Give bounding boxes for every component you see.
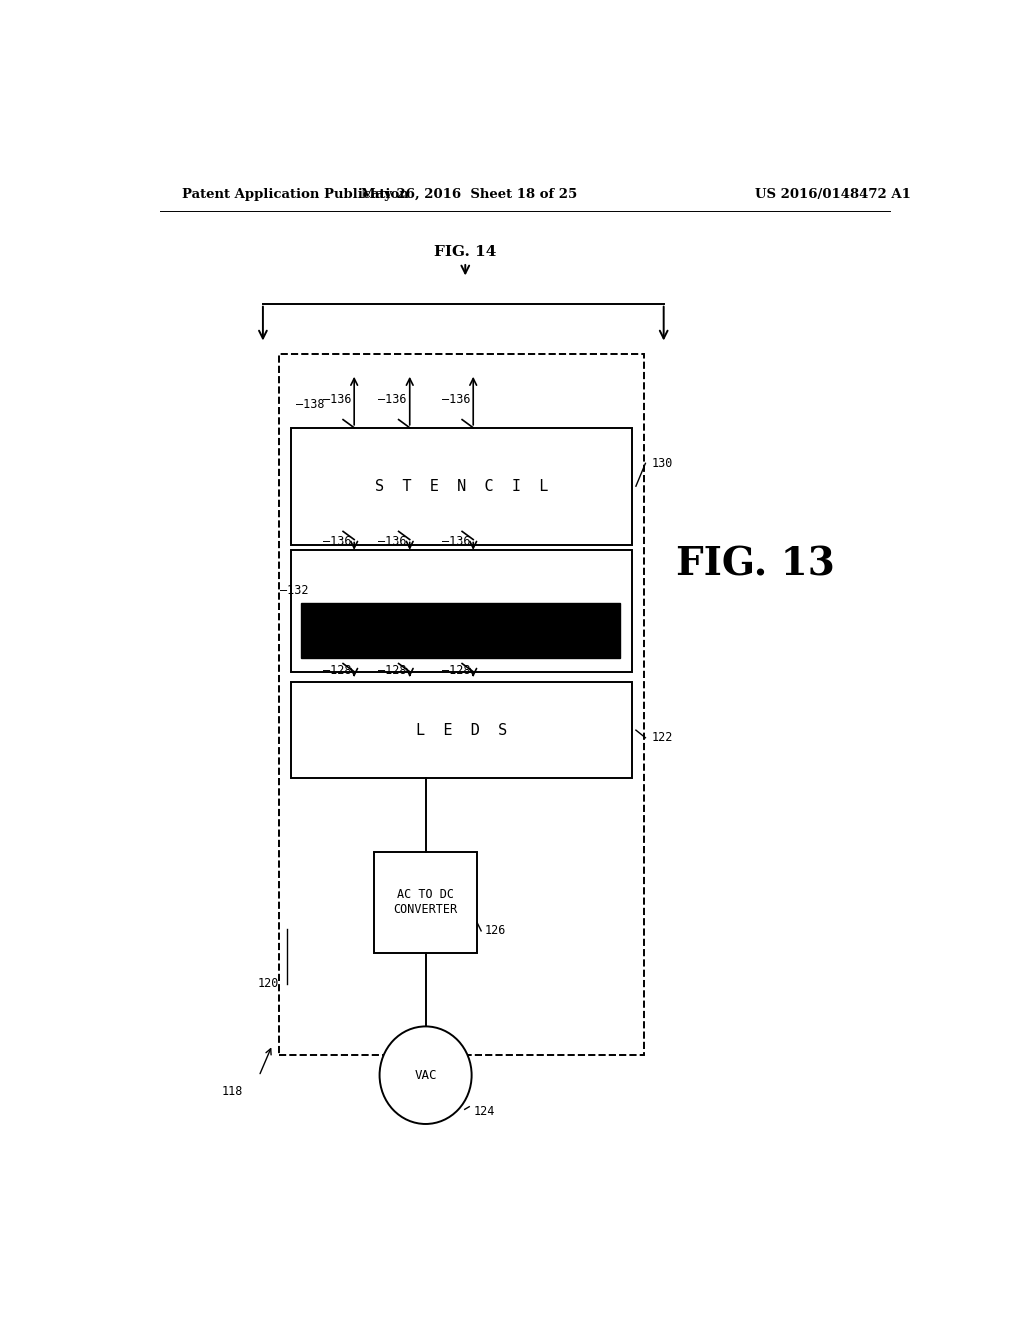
Text: 130: 130: [652, 457, 673, 470]
Text: —136: —136: [323, 535, 351, 548]
Bar: [374, 851, 477, 953]
Bar: [301, 602, 621, 659]
Ellipse shape: [380, 1027, 472, 1125]
Bar: [291, 428, 632, 545]
Text: VAC: VAC: [415, 1069, 437, 1081]
Text: FIG. 13: FIG. 13: [676, 546, 835, 583]
Text: —128: —128: [323, 664, 351, 677]
Text: 122: 122: [652, 731, 673, 744]
Text: —136: —136: [441, 535, 470, 548]
Text: US 2016/0148472 A1: US 2016/0148472 A1: [755, 189, 910, 202]
Bar: [291, 549, 632, 672]
Text: —138: —138: [296, 397, 324, 411]
Text: —136: —136: [323, 393, 351, 405]
Text: 124: 124: [473, 1105, 495, 1118]
Text: —136: —136: [378, 393, 407, 405]
Text: —128: —128: [441, 664, 470, 677]
Bar: [279, 354, 644, 1055]
Text: —136: —136: [378, 535, 407, 548]
Text: May 26, 2016  Sheet 18 of 25: May 26, 2016 Sheet 18 of 25: [361, 189, 578, 202]
Text: FIG. 14: FIG. 14: [434, 246, 497, 259]
Text: —132: —132: [280, 583, 308, 597]
Text: —128: —128: [378, 664, 407, 677]
Text: 126: 126: [485, 924, 507, 937]
Text: L  E  D  S: L E D S: [416, 722, 507, 738]
Text: 118: 118: [222, 1085, 243, 1098]
Text: 120: 120: [257, 977, 279, 990]
Bar: [291, 682, 632, 779]
Text: Patent Application Publication: Patent Application Publication: [182, 189, 409, 202]
Text: —136: —136: [441, 393, 470, 405]
Text: AC TO DC
CONVERTER: AC TO DC CONVERTER: [393, 888, 458, 916]
Text: S  T  E  N  C  I  L: S T E N C I L: [375, 479, 548, 494]
